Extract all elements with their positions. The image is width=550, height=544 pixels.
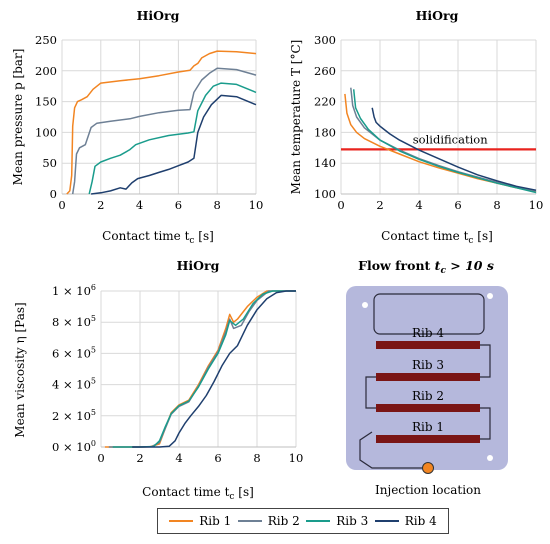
viscosity-chart: HiOrg 0 2 4 6 8 10 0 × 100 2 × 105 4 × 105 6 × 10… [13, 258, 303, 502]
legend-swatch [169, 520, 194, 522]
viscosity-series-rib-1 [104, 290, 296, 448]
viscosity-x-tick-label: 2 [136, 451, 143, 465]
temperature-x-tick-label: 10 [529, 198, 544, 212]
legend-label: Rib 1 [199, 514, 232, 528]
pressure-x-tick-label: 6 [175, 198, 182, 212]
pressure-chart-title: HiOrg [137, 8, 180, 23]
temperature-y-tick-label: 260 [314, 64, 336, 78]
temperature-y-tick-label: 300 [314, 33, 336, 47]
mold-rib-label: Rib 4 [412, 326, 444, 340]
pressure-x-axis-label: Contact time tc [s] [102, 229, 214, 246]
pressure-series-rib-2 [71, 67, 257, 195]
pressure-y-tick-label: 200 [35, 64, 57, 78]
viscosity-x-axis-label: Contact time tc [s] [142, 485, 254, 502]
pressure-x-tick-label: 8 [214, 198, 221, 212]
pressure-y-tick-label: 100 [35, 125, 57, 139]
viscosity-y-tick-label: 0 × 100 [52, 439, 96, 454]
pressure-y-tick-label: 150 [35, 95, 57, 109]
temperature-x-tick-label: 2 [376, 198, 383, 212]
temperature-x-axis-label: Contact time tc [s] [381, 229, 493, 246]
viscosity-chart-title: HiOrg [177, 258, 220, 273]
viscosity-y-tick-label: 1 × 106 [52, 283, 96, 298]
mold-hole-bottom-right [487, 455, 493, 461]
mold-top-cavity [373, 293, 485, 335]
legend-item-rib-4: Rib 4 [374, 514, 437, 528]
injection-gate-marker [422, 462, 434, 474]
mold-connector [365, 376, 376, 409]
temperature-series-rib-3 [352, 89, 537, 194]
mold-ribs: Rib 4 Rib 3 Rib 2 Rib 1 [365, 326, 491, 443]
legend-item-rib-3: Rib 3 [306, 514, 368, 528]
chart-legend: Rib 1 Rib 2 Rib 3 Rib 4 [157, 508, 449, 534]
pressure-series-rib-4 [91, 94, 257, 195]
temperature-x-tick-label: 8 [493, 198, 500, 212]
mold-hole-top-right [487, 293, 493, 299]
pressure-y-tick-label: 50 [42, 156, 57, 170]
viscosity-y-tick-label: 2 × 105 [52, 408, 96, 423]
mold-rib-bar [376, 404, 480, 412]
viscosity-y-tick-label: 6 × 105 [52, 345, 96, 360]
pressure-y-axis-label: Mean pressure p [bar] [11, 49, 25, 186]
legend-item-rib-1: Rib 1 [169, 514, 231, 528]
temperature-y-tick-label: 100 [314, 187, 336, 201]
pressure-x-tick-label: 2 [97, 198, 104, 212]
temperature-x-tick-label: 0 [337, 198, 344, 212]
viscosity-series-rib-4 [132, 290, 296, 448]
temperature-y-tick-label: 140 [314, 156, 336, 170]
mold-rib-label: Rib 3 [412, 358, 444, 372]
mold-caption: Injection location [375, 483, 481, 497]
viscosity-x-tick-label: 10 [289, 451, 304, 465]
legend-label: Rib 2 [267, 514, 300, 528]
legend-swatch [237, 520, 262, 522]
viscosity-x-tick-label: 8 [253, 451, 260, 465]
pressure-series-rib-3 [88, 82, 257, 195]
viscosity-series-rib-3 [112, 290, 296, 448]
legend-label: Rib 3 [336, 514, 369, 528]
temperature-solidification-label: solidification [413, 132, 488, 146]
mold-runner [359, 431, 428, 469]
temperature-y-tick-label: 220 [314, 95, 336, 109]
mold-rib-label: Rib 1 [412, 420, 444, 434]
mold-rib-bar [376, 373, 480, 381]
viscosity-y-tick-label: 4 × 105 [52, 377, 96, 392]
temperature-x-tick-label: 6 [454, 198, 461, 212]
pressure-y-tick-label: 250 [35, 33, 57, 47]
mold-title: Flow front tc > 10 s [358, 258, 494, 276]
legend-label: Rib 4 [404, 514, 437, 528]
pressure-x-tick-label: 10 [249, 198, 264, 212]
pressure-x-tick-label: 4 [136, 198, 143, 212]
legend-swatch [306, 520, 331, 522]
temperature-chart: HiOrg 0 2 4 6 8 10 100 140 180 220 260 300 solidific… [289, 8, 543, 246]
viscosity-y-axis-label: Mean viscosity η [Pas] [13, 302, 27, 437]
mold-rib-label: Rib 2 [412, 389, 444, 403]
temperature-y-axis-label: Mean temperature T [°C] [289, 40, 303, 195]
temperature-chart-title: HiOrg [416, 8, 459, 23]
viscosity-plot-area: 0 2 4 6 8 10 0 × 100 2 × 105 4 × 105 6 × 105 8 × 1… [52, 283, 303, 465]
temperature-series-rib-4 [371, 107, 537, 191]
temperature-plot-area: 0 2 4 6 8 10 100 140 180 220 260 300 solidification [314, 33, 543, 212]
mold-connector [480, 407, 491, 440]
viscosity-x-tick-label: 4 [175, 451, 182, 465]
pressure-series-rib-1 [66, 50, 257, 195]
viscosity-x-tick-label: 0 [97, 451, 104, 465]
viscosity-x-tick-label: 6 [214, 451, 221, 465]
legend-item-rib-2: Rib 2 [237, 514, 300, 528]
legend-swatch [374, 520, 399, 522]
viscosity-y-tick-label: 8 × 105 [52, 314, 96, 329]
mold-hole-top-left [362, 302, 368, 308]
mold-connector [480, 344, 491, 378]
pressure-x-tick-label: 0 [58, 198, 65, 212]
temperature-x-tick-label: 4 [415, 198, 422, 212]
pressure-y-tick-label: 0 [50, 187, 57, 201]
mold-rib-bar [376, 435, 480, 443]
temperature-y-tick-label: 180 [314, 125, 336, 139]
mold-rib-bar [376, 341, 480, 349]
viscosity-series-rib-2 [108, 290, 296, 448]
